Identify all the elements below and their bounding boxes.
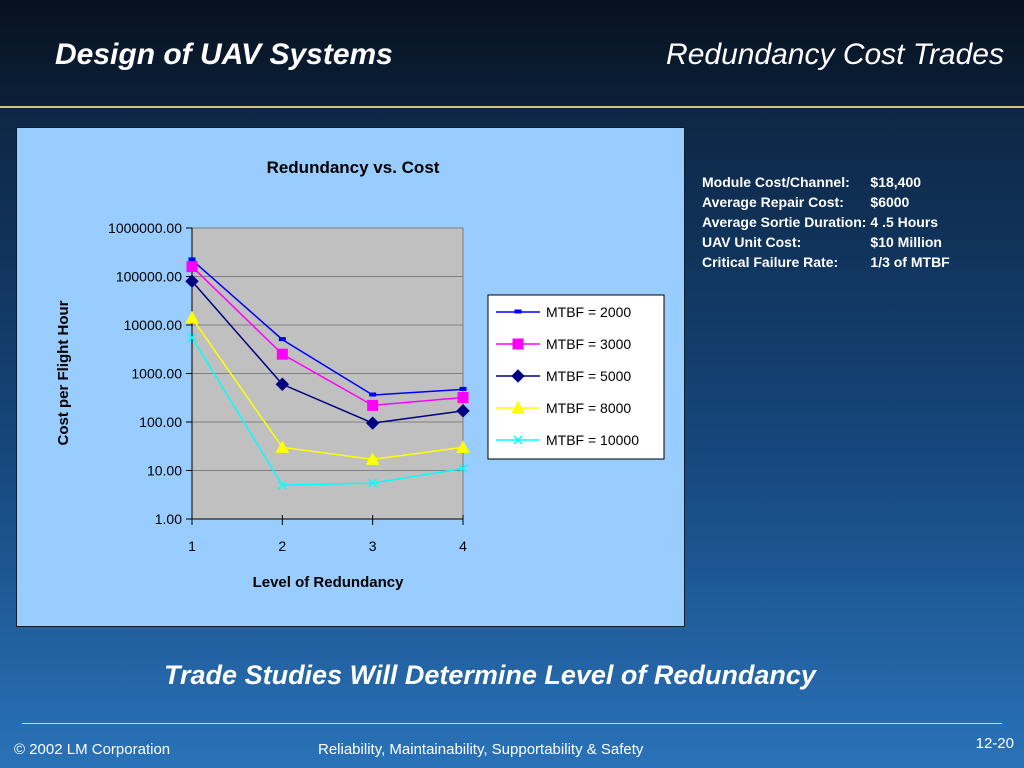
legend-marker bbox=[511, 369, 525, 383]
data-point bbox=[185, 274, 199, 288]
data-point bbox=[365, 416, 380, 430]
assumptions-table: Module Cost/Channel: $18,400 Average Repai… bbox=[702, 172, 954, 272]
legend-label: MTBF = 5000 bbox=[546, 368, 631, 384]
data-point bbox=[187, 333, 197, 343]
data-point bbox=[456, 440, 470, 453]
y-tick-label: 100.00 bbox=[139, 414, 182, 430]
data-point bbox=[185, 310, 199, 324]
data-point bbox=[457, 392, 469, 404]
series-x bbox=[187, 333, 468, 490]
legend-label: MTBF = 8000 bbox=[546, 400, 631, 416]
header-divider bbox=[0, 106, 1024, 108]
data-point bbox=[367, 399, 379, 411]
data-point bbox=[369, 392, 377, 397]
data-point bbox=[275, 377, 290, 391]
series-line bbox=[191, 259, 464, 396]
data-point bbox=[459, 386, 467, 391]
assumption-row: Module Cost/Channel: $18,400 bbox=[702, 172, 954, 192]
x-tick-label: 3 bbox=[369, 538, 377, 554]
tagline: Trade Studies Will Determine Level of Re… bbox=[164, 660, 816, 690]
series-layer bbox=[185, 257, 470, 490]
x-axis-label: Level of Redundancy bbox=[253, 574, 405, 591]
y-tick-label: 1000.00 bbox=[131, 366, 182, 382]
data-point bbox=[186, 261, 198, 273]
y-tick-label: 100000.00 bbox=[116, 269, 182, 285]
series-triangle bbox=[185, 310, 470, 465]
data-point bbox=[278, 337, 286, 342]
data-point bbox=[458, 463, 468, 474]
legend-marker bbox=[512, 338, 524, 350]
assumption-row: Average Repair Cost: $6000 bbox=[702, 192, 954, 212]
series-line bbox=[191, 317, 464, 461]
data-point bbox=[188, 257, 196, 262]
footer-copyright: © 2002 LM Corporation bbox=[14, 741, 171, 758]
data-point bbox=[456, 404, 470, 418]
data-point bbox=[368, 478, 378, 488]
series-line bbox=[191, 266, 464, 407]
data-point bbox=[275, 440, 290, 453]
y-axis-label: Cost per Flight Hour bbox=[55, 300, 72, 445]
axes: 1.00 10.00 100.00 1000.00 10000.00 100000.00 1… bbox=[108, 220, 467, 554]
assumption-value: $10 Million bbox=[870, 234, 942, 250]
assumption-row: Average Sortie Duration: 4 .5 Hours bbox=[702, 212, 954, 232]
gridlines bbox=[192, 276, 463, 471]
assumption-row: UAV Unit Cost: $10 Million bbox=[702, 232, 954, 252]
legend-marker bbox=[513, 435, 523, 445]
legend-entry: MTBF = 8000 bbox=[496, 400, 631, 416]
legend-label: MTBF = 2000 bbox=[546, 304, 631, 320]
data-point bbox=[365, 452, 380, 465]
series-dash bbox=[188, 257, 467, 397]
series-square bbox=[186, 261, 469, 411]
legend-entry: MTBF = 5000 bbox=[496, 368, 631, 384]
legend-label: MTBF = 10000 bbox=[546, 432, 639, 448]
assumption-label: Critical Failure Rate: bbox=[702, 254, 839, 270]
redundancy-cost-chart: Redundancy vs. Cost 1.00 10.00 100.00 1000.… bbox=[55, 158, 665, 591]
y-tick-label: 10.00 bbox=[147, 463, 182, 479]
assumption-label: Average Sortie Duration: bbox=[702, 214, 867, 230]
x-tick-label: 1 bbox=[188, 538, 196, 554]
chart-panel: Redundancy vs. Cost 1.00 10.00 100.00 1000.… bbox=[16, 127, 685, 627]
series-line bbox=[191, 337, 464, 486]
page-number: 12-20 bbox=[975, 735, 1014, 752]
legend-entry: MTBF = 10000 bbox=[496, 432, 639, 448]
y-tick-label: 1000000.00 bbox=[108, 220, 182, 236]
footer-divider bbox=[22, 723, 1002, 724]
assumption-value: $6000 bbox=[870, 194, 910, 210]
x-tick-label: 2 bbox=[278, 538, 286, 554]
series-line bbox=[191, 280, 464, 424]
series-diamond bbox=[185, 274, 470, 430]
data-point bbox=[277, 480, 287, 490]
legend-marker bbox=[514, 309, 522, 314]
legend-entry: MTBF = 3000 bbox=[496, 336, 631, 352]
legend: MTBF = 2000 MTBF = 3000 MTBF = 5000 MTBF = … bbox=[487, 294, 665, 460]
assumption-value: 4 .5 Hours bbox=[870, 214, 939, 230]
y-tick-label: 10000.00 bbox=[124, 317, 183, 333]
slide-subtitle: Redundancy Cost Trades bbox=[666, 38, 1004, 71]
footer-subject: Reliability, Maintainability, Supportabi… bbox=[318, 741, 644, 758]
chart-title: Redundancy vs. Cost bbox=[267, 158, 440, 177]
x-tick-label: 4 bbox=[459, 538, 467, 554]
assumption-label: Module Cost/Channel: bbox=[702, 174, 850, 190]
assumption-label: UAV Unit Cost: bbox=[702, 234, 802, 250]
legend-marker bbox=[511, 400, 525, 414]
assumption-value: 1/3 of MTBF bbox=[870, 254, 950, 270]
assumption-value: $18,400 bbox=[870, 174, 922, 190]
header-band bbox=[0, 0, 1024, 106]
legend-entry: MTBF = 2000 bbox=[496, 304, 631, 320]
assumption-row: Critical Failure Rate: 1/3 of MTBF bbox=[702, 252, 954, 272]
data-point bbox=[276, 348, 288, 360]
slide-title: Design of UAV Systems bbox=[55, 38, 393, 71]
y-tick-label: 1.00 bbox=[155, 511, 182, 527]
legend-label: MTBF = 3000 bbox=[546, 336, 631, 352]
assumption-label: Average Repair Cost: bbox=[702, 194, 844, 210]
